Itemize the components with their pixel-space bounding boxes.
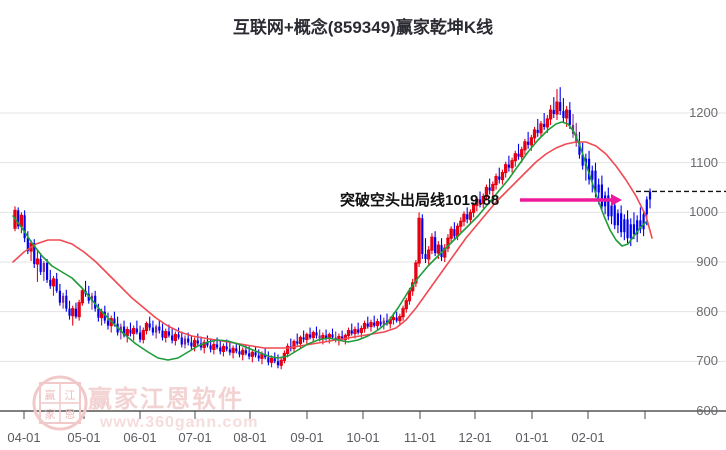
y-axis-tick-label: 1200 <box>689 105 718 120</box>
x-axis-tick-label: 06-01 <box>123 430 157 445</box>
x-axis-tick-label: 02-01 <box>571 430 605 445</box>
x-axis-tick-label: 10-01 <box>346 430 380 445</box>
x-axis-tick-label: 05-01 <box>67 430 101 445</box>
x-axis-tick-label: 11-01 <box>403 430 437 445</box>
x-axis-tick-label: 07-01 <box>178 430 212 445</box>
x-axis-tick-label: 12-01 <box>458 430 492 445</box>
x-axis-ticks <box>23 411 646 419</box>
y-axis-tick-label: 600 <box>696 403 718 418</box>
y-axis-tick-label: 1000 <box>689 204 718 220</box>
ma-long-line <box>12 141 653 349</box>
x-axis-tick-label: 04-01 <box>7 430 41 445</box>
x-axis-tick-label: 01-01 <box>515 430 549 445</box>
gridlines <box>0 112 726 412</box>
page-title: 互联网+概念(859349)赢家乾坤K线 <box>232 18 494 37</box>
breakout-annotation-label: 突破空头出局线1019.88 <box>340 192 500 209</box>
candle-series <box>13 87 652 370</box>
y-axis-tick-label: 700 <box>696 353 718 369</box>
breakout-arrow <box>520 194 622 206</box>
y-axis-tick-label: 900 <box>696 254 718 269</box>
y-axis-tick-label: 1100 <box>690 154 718 170</box>
ma-short-line <box>12 121 647 361</box>
y-axis-tick-label: 800 <box>696 303 718 319</box>
x-axis-tick-label: 09-01 <box>290 430 324 445</box>
x-axis-tick-label: 08-01 <box>233 430 267 445</box>
